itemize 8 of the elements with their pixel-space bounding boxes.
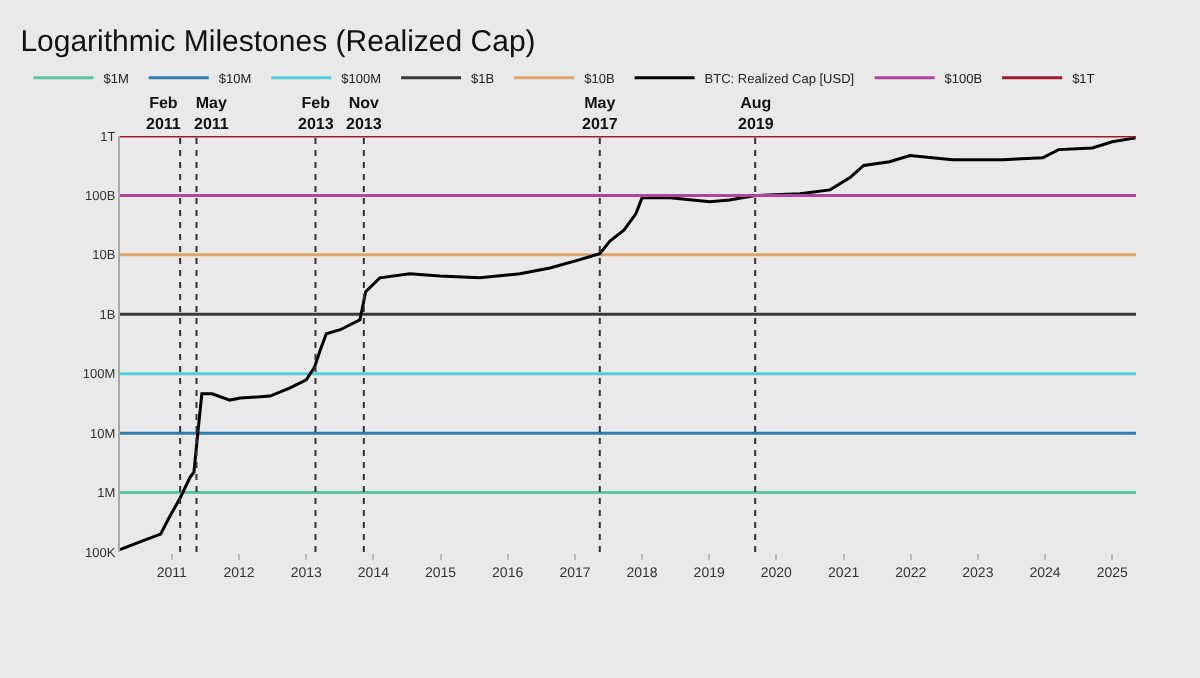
ref-line-label: Nov 2013 [346, 94, 383, 133]
chart-title: Logarithmic Milestones (Realized Cap) [20, 25, 536, 60]
ref-line-label: May 2017 [582, 94, 619, 133]
ref-line-label: Feb 2011 [146, 94, 182, 133]
ref-line-label: Aug 2019 [738, 94, 775, 133]
ref-line-label: Feb 2013 [298, 94, 335, 133]
line-series [120, 136, 1136, 552]
ref-line-label: May 2011 [194, 94, 230, 133]
